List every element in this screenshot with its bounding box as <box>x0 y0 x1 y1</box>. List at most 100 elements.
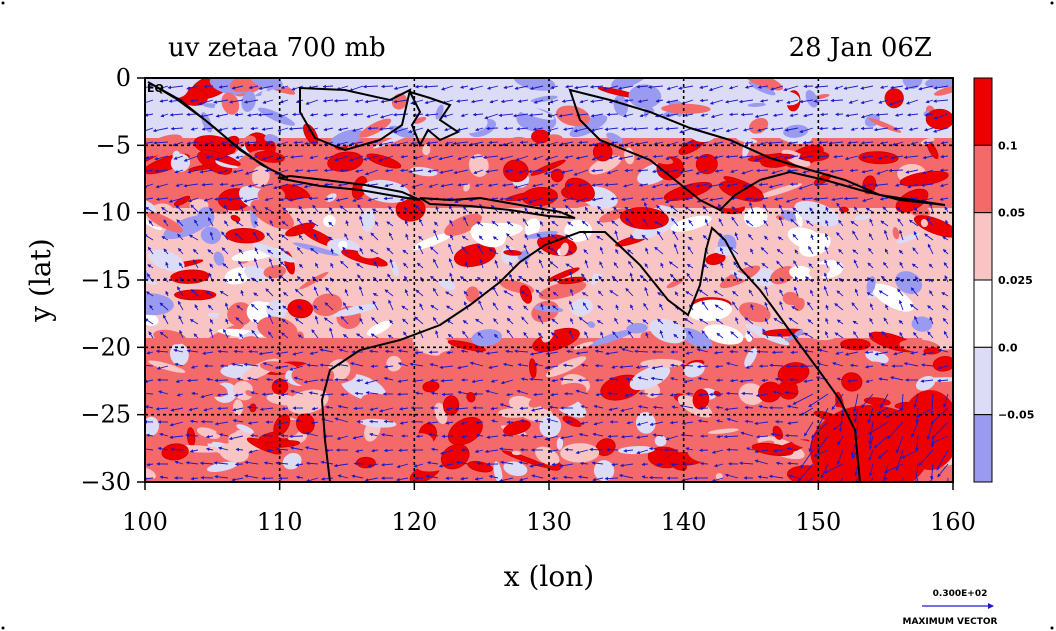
wind-vector <box>699 461 709 466</box>
wind-vector <box>353 406 364 411</box>
wind-vector <box>393 99 409 104</box>
wind-vector <box>533 99 544 104</box>
wind-vector <box>636 84 649 89</box>
field-patch <box>567 205 607 218</box>
wind-vector <box>770 127 784 132</box>
field-patch <box>892 226 900 240</box>
field-patch <box>145 416 160 436</box>
x-axis-ticks: 100 110 120 130 140 150 160 <box>122 482 976 536</box>
field-patch <box>840 338 871 351</box>
wind-vector <box>366 113 379 118</box>
field-patch <box>148 249 185 272</box>
colorbar-segment <box>973 144 993 214</box>
wind-vector <box>304 141 319 146</box>
wind-vector <box>925 99 934 104</box>
field-patch <box>161 443 189 461</box>
wind-vector <box>729 112 739 117</box>
wind-vector <box>708 85 724 92</box>
colorbar-segment <box>973 77 993 146</box>
wind-vector <box>655 99 664 103</box>
wind-vector <box>563 127 574 131</box>
wind-vector <box>261 127 274 132</box>
field-patch <box>438 278 456 290</box>
field-patch <box>219 443 249 463</box>
wind-vector <box>577 378 589 383</box>
wind-vector <box>489 99 499 104</box>
y-tick-label: −25 <box>80 401 131 429</box>
field-patch <box>588 155 622 175</box>
field-patch <box>206 461 238 472</box>
wind-vector <box>666 99 679 104</box>
wind-vector <box>470 99 484 104</box>
colorbar-segment <box>973 346 993 416</box>
colorbar-label: 0.05 <box>998 207 1025 220</box>
field-patch <box>705 252 726 265</box>
field-patch <box>541 325 555 343</box>
wind-vector <box>602 85 619 91</box>
field-patch <box>896 232 921 244</box>
field-patch <box>742 78 784 91</box>
wind-vector <box>323 168 334 173</box>
wind-vector <box>799 99 814 104</box>
wind-vector <box>279 99 289 104</box>
field-patch <box>236 424 254 434</box>
wind-vector <box>665 113 679 118</box>
wind-vector <box>145 127 154 132</box>
wind-vector <box>278 476 289 481</box>
wind-vector <box>452 141 469 146</box>
colorbar: 0.1 0.05 0.025 0.0 −0.05 <box>973 77 1034 483</box>
field-patch <box>252 242 296 263</box>
field-patch <box>330 129 364 147</box>
wind-vector <box>414 84 424 89</box>
wind-vector <box>783 85 799 92</box>
wind-vector <box>472 112 484 117</box>
wind-vector <box>710 113 724 119</box>
wind-vector <box>924 113 934 117</box>
wind-vector <box>772 113 784 118</box>
field-patch <box>839 206 849 213</box>
vector-reference-label: MAXIMUM VECTOR <box>902 617 997 627</box>
field-patch <box>338 240 348 250</box>
field-patch <box>447 340 486 352</box>
wind-vector <box>875 112 889 117</box>
field-patch <box>233 399 243 416</box>
wind-vector <box>761 378 769 383</box>
wind-vector <box>265 141 274 145</box>
wind-vector <box>291 85 304 91</box>
wind-vector <box>153 141 169 145</box>
wind-vector <box>414 476 424 481</box>
field-patch <box>188 163 217 172</box>
field-patch <box>213 251 225 266</box>
wind-vector <box>248 349 259 354</box>
wind-vector <box>590 113 604 118</box>
wind-vector <box>364 99 379 104</box>
wind-vector <box>309 113 319 117</box>
field-patch <box>156 239 179 250</box>
field-patch <box>535 446 560 466</box>
field-patch <box>249 78 283 90</box>
field-patch <box>422 144 431 156</box>
wind-vector <box>248 85 259 90</box>
wind-vector <box>918 85 934 91</box>
field-patch <box>787 227 826 251</box>
wind-vector <box>622 113 634 118</box>
wind-vector <box>606 391 619 396</box>
field-patch <box>145 134 183 158</box>
field-patch <box>556 437 564 450</box>
field-patch <box>503 461 528 476</box>
field-patch <box>145 99 183 116</box>
wind-vector <box>367 126 379 131</box>
wind-vector <box>257 113 274 117</box>
field-patch <box>145 467 156 479</box>
wind-vector <box>880 85 889 89</box>
wind-vector <box>893 126 904 131</box>
wind-vector <box>529 113 544 117</box>
field-patch <box>477 303 517 322</box>
wind-vector <box>835 112 844 117</box>
wind-vector <box>218 127 229 132</box>
field-patch <box>442 395 460 416</box>
wind-vector <box>699 406 709 411</box>
wind-vector <box>145 141 154 146</box>
field-patch <box>323 215 336 228</box>
